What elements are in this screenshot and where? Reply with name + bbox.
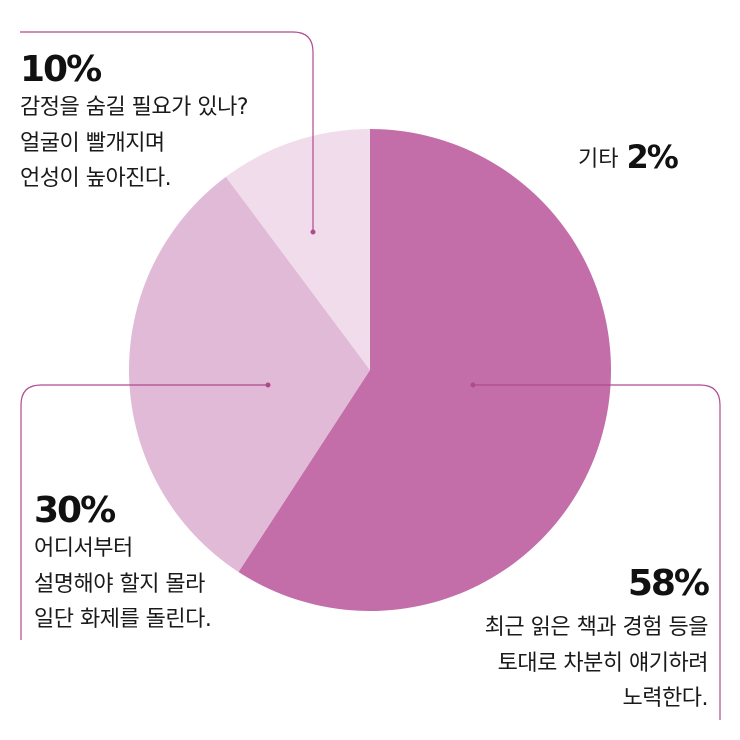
label-30-percent: 30%	[34, 490, 116, 531]
annotation-58-text: 최근 읽은 책과 경험 등을 토대로 차분히 얘기하려 노력한다.	[484, 610, 709, 717]
pie-slice-10	[225, 129, 370, 370]
annotation-58-line-2: 토대로 차분히 얘기하려	[497, 650, 709, 676]
leader-line-58-dot	[470, 382, 476, 388]
other-label-value: 2%	[626, 138, 678, 176]
annotation-10-line-1: 감정을 숨길 필요가 있나?	[20, 95, 249, 120]
annotation-30-line-3: 일단 화제를 돌린다.	[34, 607, 212, 632]
annotation-10-text: 감정을 숨길 필요가 있나? 얼굴이 빨개지며 언성이 높아진다.	[20, 90, 249, 197]
annotation-30-line-2: 설명해야 할지 몰라	[34, 571, 205, 597]
annotation-58-line-1: 최근 읽은 책과 경험 등을	[484, 615, 709, 640]
label-10-percent: 10%	[20, 49, 102, 90]
annotation-58-line-3: 노력한다.	[622, 686, 709, 711]
annotation-30-text: 어디서부터 설명해야 할지 몰라 일단 화제를 돌린다.	[34, 531, 212, 638]
annotation-10-line-3: 언성이 높아진다.	[20, 166, 172, 191]
leader-line-58	[473, 384, 721, 720]
annotation-10-line-2: 얼굴이 빨개지며	[20, 130, 165, 156]
leader-line-30-dot	[265, 382, 271, 388]
pie-slice-30	[129, 176, 370, 572]
other-label-text: 기타	[578, 147, 619, 172]
leader-line-30	[20, 384, 268, 640]
annotation-30-line-1: 어디서부터	[34, 536, 133, 561]
leader-line-10	[20, 31, 314, 232]
pie-slice-58	[238, 129, 612, 611]
other-label: 기타 2%	[578, 138, 679, 176]
label-58-percent: 58%	[627, 563, 710, 604]
leader-line-10-dot	[310, 229, 316, 235]
